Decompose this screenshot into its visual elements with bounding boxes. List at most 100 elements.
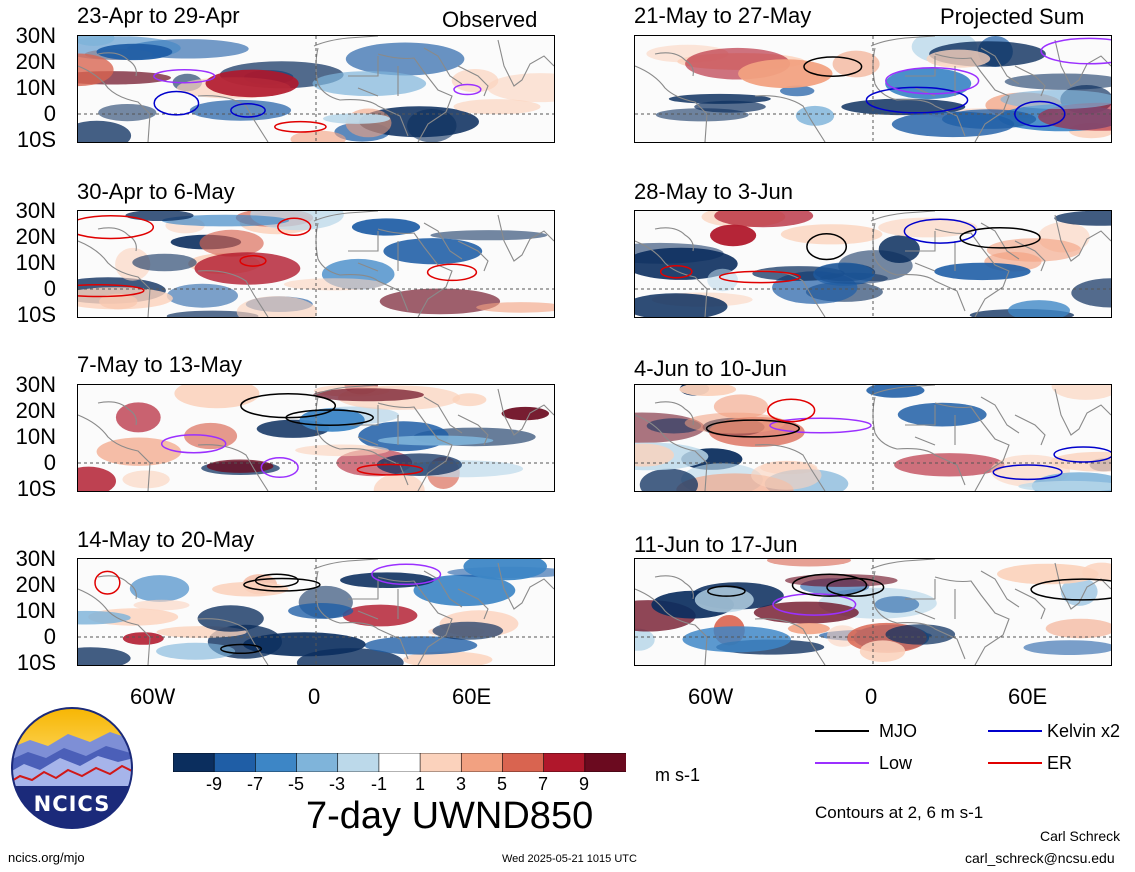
coastline xyxy=(905,579,956,620)
westerly-anomaly-shading xyxy=(679,385,737,396)
westerly-anomaly-shading xyxy=(710,224,757,247)
colorbar-swatch xyxy=(584,752,627,773)
legend-label-er: ER xyxy=(1047,753,1073,773)
easterly-anomaly-shading xyxy=(694,100,766,113)
footer-url[interactable]: ncics.org/mjo xyxy=(8,850,85,865)
westerly-anomaly-shading xyxy=(452,393,487,407)
footer-email[interactable]: carl_schreck@ncsu.edu xyxy=(965,850,1115,866)
westerly-anomaly-shading xyxy=(738,59,833,88)
westerly-anomaly-shading xyxy=(206,459,274,473)
colorbar-swatch xyxy=(296,752,339,773)
easterly-anomaly-shading xyxy=(197,605,264,632)
easterly-anomaly-shading xyxy=(430,230,548,241)
westerly-anomaly-shading xyxy=(133,599,190,611)
colorbar-tick-label: 7 xyxy=(537,774,548,794)
coastline xyxy=(654,52,694,77)
er-contour xyxy=(78,214,155,240)
lon-label-left-0: 0 xyxy=(308,684,321,709)
easterly-anomaly-shading xyxy=(78,610,131,625)
coastline xyxy=(754,95,826,142)
coastline xyxy=(870,385,936,396)
easterly-anomaly-shading xyxy=(78,120,132,142)
mjo-contour xyxy=(240,393,337,419)
low-contour xyxy=(153,68,216,84)
westerly-anomaly-shading xyxy=(894,453,1005,477)
easterly-anomaly-shading xyxy=(376,453,462,476)
colorbar xyxy=(172,752,627,773)
panel-title-proj-4: 11-Jun to 17-Jun xyxy=(634,532,798,557)
easterly-anomaly-shading xyxy=(377,435,494,446)
easterly-anomaly-shading xyxy=(250,211,344,231)
westerly-anomaly-shading xyxy=(115,402,161,433)
map-panel-proj-4 xyxy=(634,558,1112,666)
easterly-anomaly-shading xyxy=(463,559,547,581)
mjo-contour xyxy=(285,409,374,426)
westerly-anomaly-shading xyxy=(451,69,499,93)
colorbar-tick-label: -1 xyxy=(370,774,387,794)
kelvin-contour xyxy=(1053,446,1111,463)
coastline xyxy=(457,414,489,446)
coastline xyxy=(97,575,137,600)
panel-title-obs-2: 30-Apr to 6-May xyxy=(77,179,235,204)
easterly-anomaly-shading xyxy=(413,574,516,607)
westerly-anomaly-shading xyxy=(501,406,549,421)
er-contour xyxy=(94,570,121,595)
coastline xyxy=(348,56,399,97)
coastline xyxy=(423,396,463,434)
lat-label: 20N xyxy=(15,398,56,423)
colorbar-swatch xyxy=(378,752,421,773)
easterly-anomaly-shading xyxy=(161,214,290,227)
map-panel-proj-3 xyxy=(634,384,1112,492)
westerly-anomaly-shading xyxy=(122,632,164,645)
easterly-anomaly-shading xyxy=(1071,278,1111,308)
ncics-logo: NCICS xyxy=(10,706,134,830)
mjo-contour xyxy=(705,419,800,438)
coastline xyxy=(423,570,463,608)
lat-label: 30N xyxy=(15,198,56,223)
coastline xyxy=(635,240,708,317)
coastline xyxy=(870,36,936,47)
colorbar-tick-label: -5 xyxy=(287,774,304,794)
coastline xyxy=(654,575,694,600)
legend-label-mjo: MJO xyxy=(879,721,917,741)
coastline xyxy=(1054,388,1111,436)
lat-label: 0 xyxy=(43,450,56,475)
chart-title: 7-day UWND850 xyxy=(306,795,594,837)
coastline xyxy=(78,414,151,491)
lat-label: 20N xyxy=(15,572,56,597)
colorbar-tick-label: 5 xyxy=(496,774,507,794)
coastline xyxy=(457,65,489,97)
coastline xyxy=(313,559,379,570)
colorbar-labels: -9 -7 -5 -3 -1 1 3 5 7 9 xyxy=(173,774,626,796)
kelvin-contour xyxy=(903,218,977,244)
er-contour xyxy=(767,398,816,423)
coastline xyxy=(97,52,137,77)
mjo-contour xyxy=(1030,578,1111,601)
colorbar-swatch xyxy=(543,752,586,773)
westerly-anomaly-shading xyxy=(476,302,554,313)
coastline xyxy=(377,576,453,665)
legend-swatch-mjo xyxy=(815,730,869,732)
colorbar-swatch xyxy=(172,752,215,773)
easterly-anomaly-shading xyxy=(635,242,724,264)
colorbar-units: m s-1 xyxy=(655,765,700,785)
westerly-anomaly-shading xyxy=(283,278,385,291)
easterly-anomaly-shading xyxy=(243,632,366,657)
easterly-anomaly-shading xyxy=(323,113,390,124)
lat-label: 10N xyxy=(15,75,56,100)
lat-label: 10S xyxy=(16,650,56,675)
projected-header: Projected Sum xyxy=(940,4,1085,29)
colorbar-swatch xyxy=(255,752,298,773)
westerly-anomaly-shading xyxy=(205,69,299,98)
observed-header: Observed xyxy=(442,7,538,32)
coastline xyxy=(197,95,269,142)
coastline xyxy=(497,562,554,610)
coastline xyxy=(934,402,1010,491)
legend-swatch-kelvin xyxy=(988,730,1042,732)
lon-label-right-0: 0 xyxy=(865,684,878,709)
mjo-contour xyxy=(959,226,1041,249)
lat-label: 10N xyxy=(15,598,56,623)
lat-label: 0 xyxy=(43,276,56,301)
westerly-anomaly-shading xyxy=(194,252,301,285)
panel-title-obs-1: 23-Apr to 29-Apr xyxy=(77,3,240,28)
